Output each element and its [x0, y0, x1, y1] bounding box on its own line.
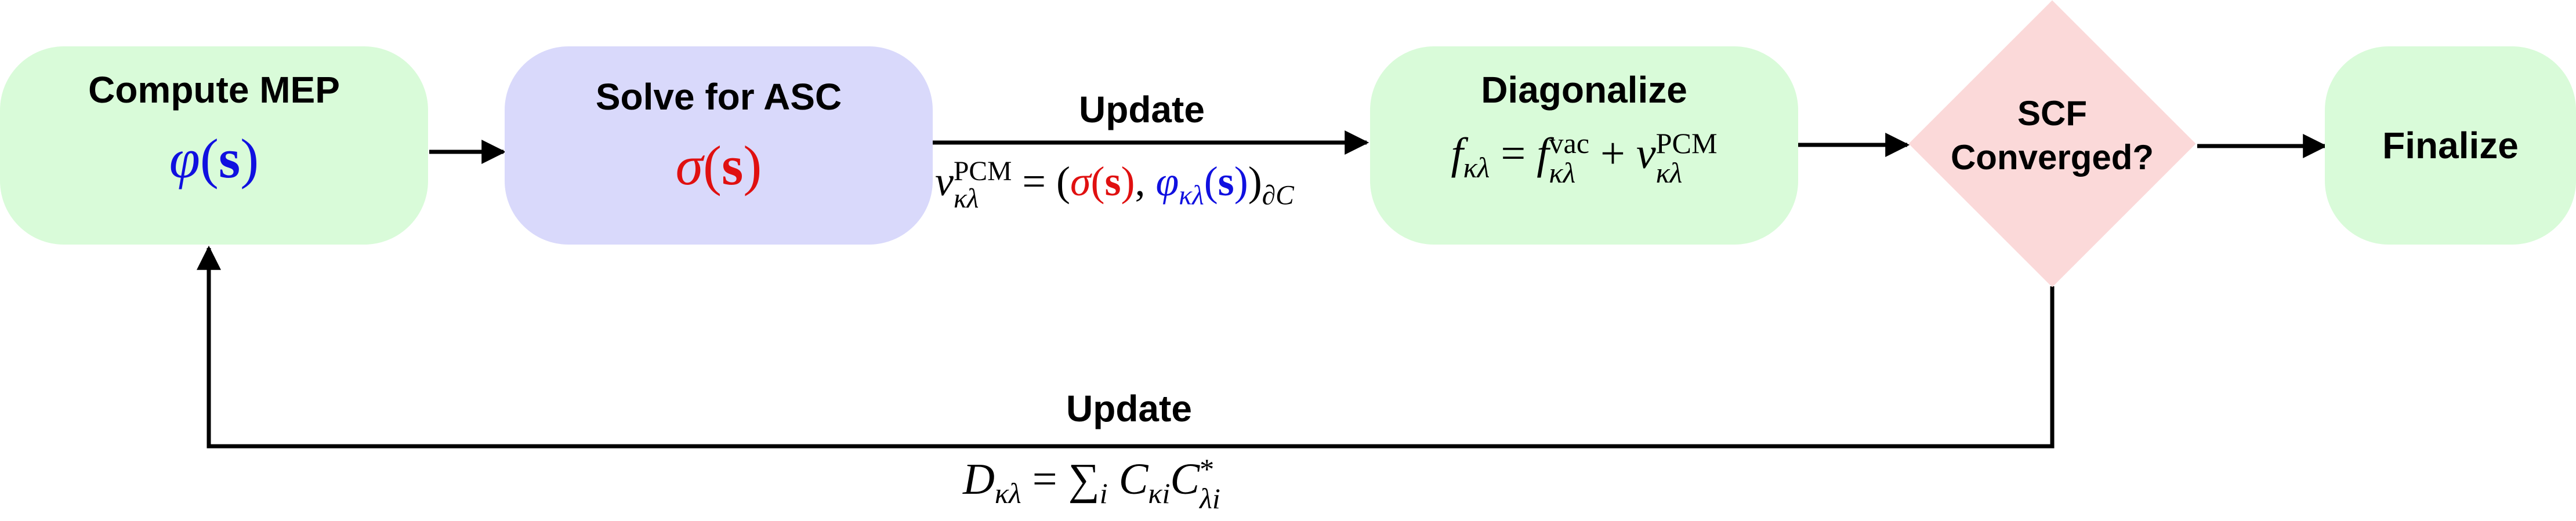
node-solve-asc-title: Solve for ASC — [595, 76, 842, 118]
edge-update-bottom-formula: Dκλ = ∑i CκiC * λi — [963, 453, 1220, 515]
node-scf-converged-title: SCF Converged? — [1950, 94, 2154, 177]
node-compute-mep: Compute MEP φ(s) — [0, 46, 428, 245]
node-diagonalize-title: Diagonalize — [1481, 69, 1687, 111]
edge-update-bottom-label: Update — [1066, 388, 1192, 429]
node-solve-asc: Solve for ASC σ(s) — [505, 46, 933, 245]
node-solve-asc-formula: σ(s) — [675, 134, 762, 196]
node-finalize: Finalize — [2325, 46, 2576, 245]
node-diagonalize: Diagonalize fκλ = f vac κλ + v PCM κλ — [1370, 46, 1798, 245]
edge-update-top-formula: v PCM κλ = (σ(s), φκλ(s))∂C — [935, 156, 1294, 214]
edge-update-top-label: Update — [1079, 89, 1205, 130]
node-scf-converged: SCF Converged? — [1908, 0, 2196, 287]
node-finalize-title: Finalize — [2382, 125, 2519, 166]
node-compute-mep-title: Compute MEP — [88, 69, 340, 111]
node-diagonalize-formula: fκλ = f vac κλ + v PCM κλ — [1451, 127, 1718, 189]
arrow-feedback-loop — [197, 245, 2055, 449]
node-compute-mep-formula: φ(s) — [169, 127, 259, 190]
